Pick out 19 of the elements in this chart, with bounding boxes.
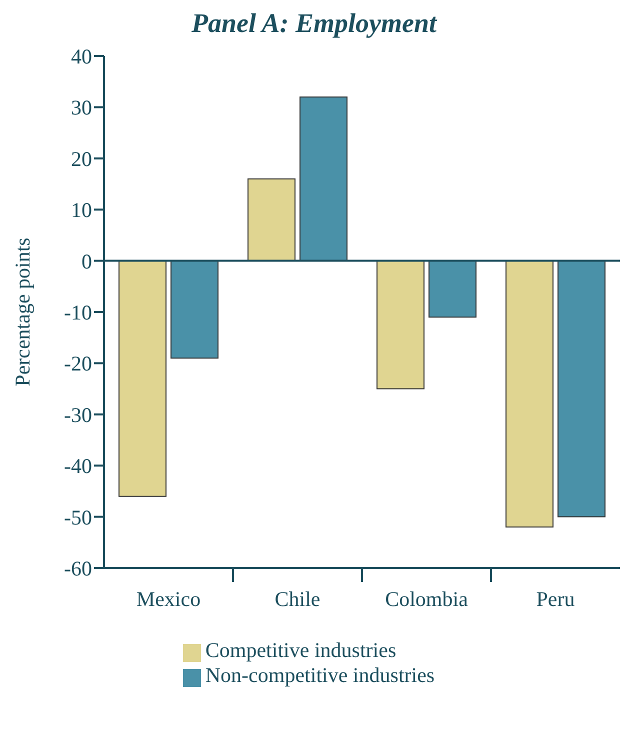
legend-label: Non-competitive industries [205, 663, 435, 687]
y-tick-label: 40 [71, 44, 92, 68]
x-tick-label: Colombia [385, 587, 469, 611]
x-tick-label: Mexico [136, 587, 201, 611]
y-tick-label: -20 [64, 352, 92, 376]
y-axis-title: Percentage points [10, 238, 34, 386]
y-tick-label: 10 [71, 198, 92, 222]
y-tick-label: -40 [64, 454, 92, 478]
x-tick-label: Chile [274, 587, 320, 611]
chart-title: Panel A: Employment [192, 8, 436, 38]
y-tick-label: 20 [71, 146, 92, 171]
y-tick-label: 30 [71, 96, 92, 120]
y-tick-label: 0 [82, 249, 92, 274]
legend-label: Competitive industries [205, 638, 396, 662]
y-tick-label: -10 [64, 300, 92, 324]
y-tick-label: -60 [64, 556, 92, 580]
y-tick-label: -50 [64, 505, 92, 530]
y-tick-label: -30 [64, 402, 92, 427]
x-tick-label: Peru [536, 587, 576, 611]
